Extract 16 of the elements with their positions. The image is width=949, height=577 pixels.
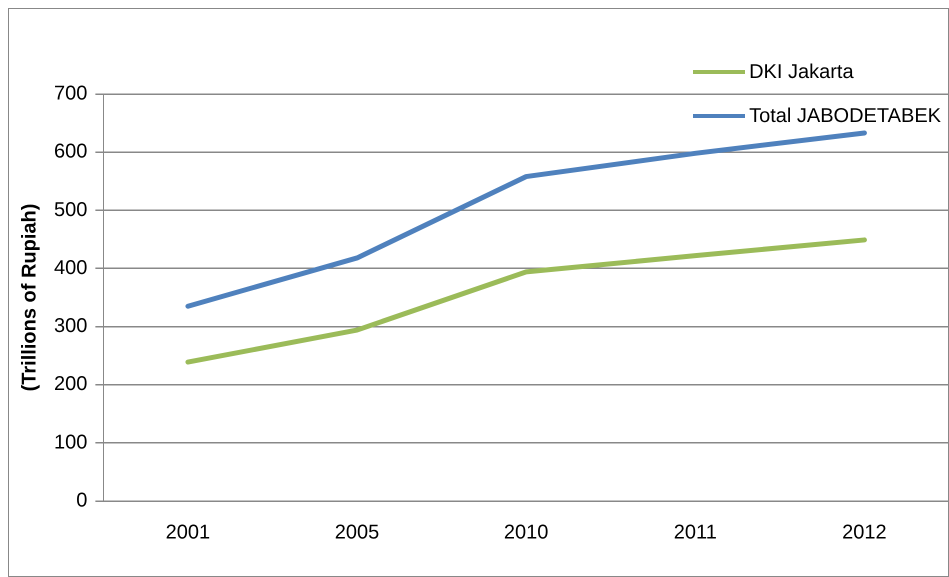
legend-label: DKI Jakarta xyxy=(749,60,854,84)
y-tick-label: 0 xyxy=(76,490,88,512)
y-tick-label: 400 xyxy=(54,256,88,279)
legend-label: Total JABODETABEK xyxy=(749,104,941,128)
y-tick-label: 300 xyxy=(54,315,88,338)
y-axis-title: (Trillions of Rupiah) xyxy=(18,204,41,392)
y-tick-label: 200 xyxy=(54,373,88,396)
x-tick-label: 2012 xyxy=(842,522,887,544)
y-tick-label: 100 xyxy=(54,431,88,454)
x-tick-label: 2005 xyxy=(334,522,380,544)
y-tick-label: 500 xyxy=(54,198,88,221)
y-tick-label: 600 xyxy=(54,140,88,163)
x-tick-label: 2001 xyxy=(166,522,210,544)
x-tick-label: 2010 xyxy=(504,522,548,544)
x-tick-label: 2011 xyxy=(674,522,717,544)
y-tick-label: 700 xyxy=(54,82,88,105)
